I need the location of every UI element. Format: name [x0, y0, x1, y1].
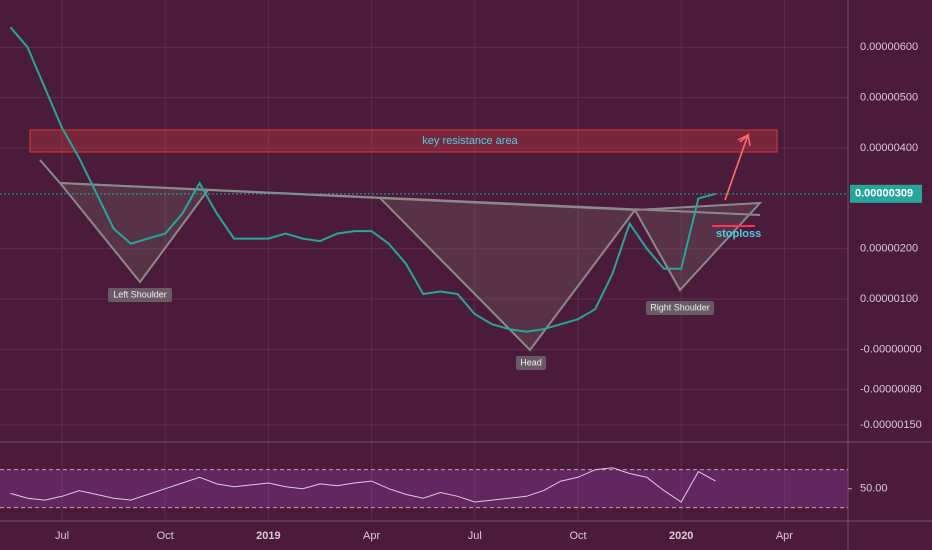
price-line [9, 26, 716, 333]
x-tick-label: 2020 [669, 530, 693, 542]
left-shoulder-label: Left Shoulder [113, 289, 167, 299]
y-tick-label: -0.00000080 [860, 384, 922, 396]
y-tick-label: 0.00000500 [860, 92, 918, 104]
rsi-line [10, 467, 716, 503]
label-box [516, 356, 546, 370]
x-tick-label: Oct [569, 530, 586, 542]
x-tick-label: Jul [468, 530, 482, 542]
right-shoulder-label: Right Shoulder [650, 302, 710, 312]
last-price-box [850, 184, 922, 203]
rsi-tick-label: 50.00 [860, 483, 888, 495]
stoploss-label: stoploss [716, 228, 761, 240]
x-tick-label: Apr [363, 530, 380, 542]
x-tick-label: 2019 [256, 530, 280, 542]
right-shoulder-pattern [633, 201, 763, 292]
rsi-band [0, 469, 848, 508]
head-label: Head [520, 357, 542, 367]
resistance-zone [29, 129, 778, 153]
y-tick-label: 0.00000400 [860, 142, 918, 154]
y-tick-label: -0.00000000 [860, 343, 922, 355]
y-tick-label: 0.00000100 [860, 293, 918, 305]
grid [0, 0, 848, 521]
y-tick-label: 0.00000600 [860, 41, 918, 53]
x-tick-label: Jul [55, 530, 69, 542]
y-tick-label: 0.00000200 [860, 243, 918, 255]
x-tick-label: Apr [776, 530, 793, 542]
y-tick-label: -0.00000150 [860, 419, 922, 431]
pattern-line [39, 159, 61, 184]
label-box [108, 288, 172, 302]
neckline [59, 182, 761, 216]
target-arrow-head [724, 134, 751, 201]
resistance-label: key resistance area [422, 135, 518, 147]
last-price-label: 0.00000309 [855, 188, 913, 200]
x-tick-label: Oct [157, 530, 174, 542]
label-box [646, 301, 714, 315]
